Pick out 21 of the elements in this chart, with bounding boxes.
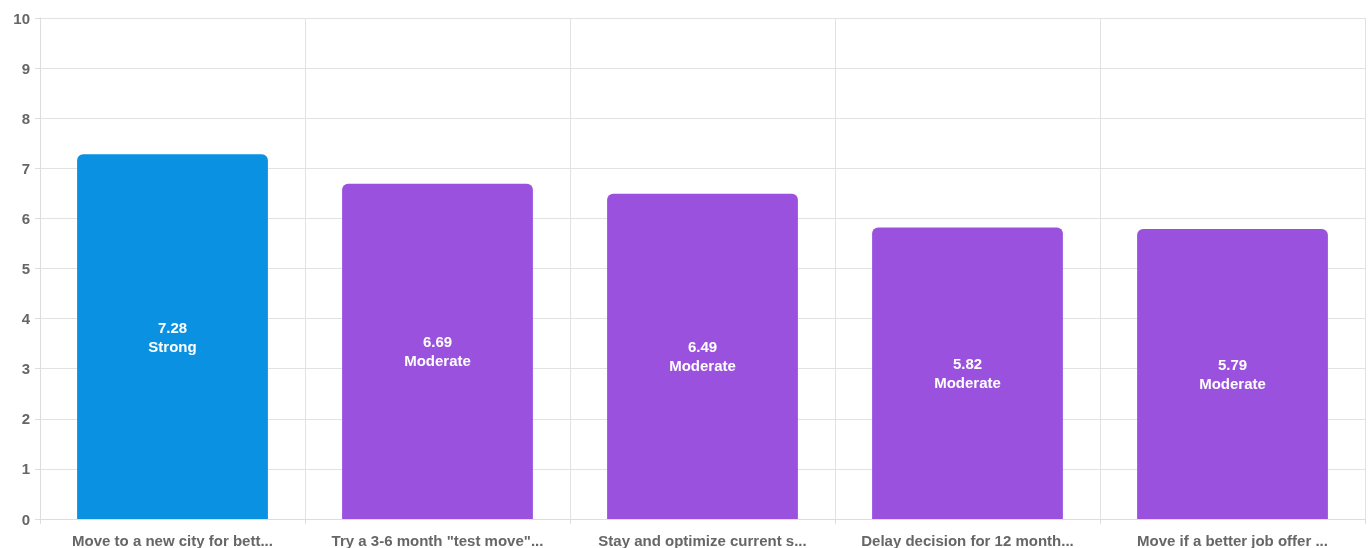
y-tick-label: 10 xyxy=(13,9,30,27)
y-tick-label: 4 xyxy=(21,310,31,328)
y-tick-label: 6 xyxy=(21,209,30,227)
y-tick-label: 1 xyxy=(21,460,30,478)
y-tick-label: 5 xyxy=(21,260,30,277)
bar xyxy=(607,193,798,519)
data-label: 5.82 Moderate xyxy=(934,355,1001,392)
bar xyxy=(77,154,268,519)
y-tick-label: 3 xyxy=(21,360,30,378)
bar xyxy=(872,227,1063,519)
data-label: 6.69 Moderate xyxy=(404,333,471,370)
bar xyxy=(342,183,533,519)
y-tick-label: 8 xyxy=(21,109,30,127)
y-tick-label: 9 xyxy=(21,59,30,77)
y-tick-label: 7 xyxy=(21,159,30,177)
data-label: 7.28 Strong xyxy=(148,318,197,355)
data-label: 6.49 Moderate xyxy=(669,338,736,375)
data-label: 5.79 Moderate xyxy=(1199,355,1266,392)
bar xyxy=(1137,228,1328,519)
y-tick-label: 0 xyxy=(21,510,30,528)
y-tick-label: 2 xyxy=(21,410,30,428)
